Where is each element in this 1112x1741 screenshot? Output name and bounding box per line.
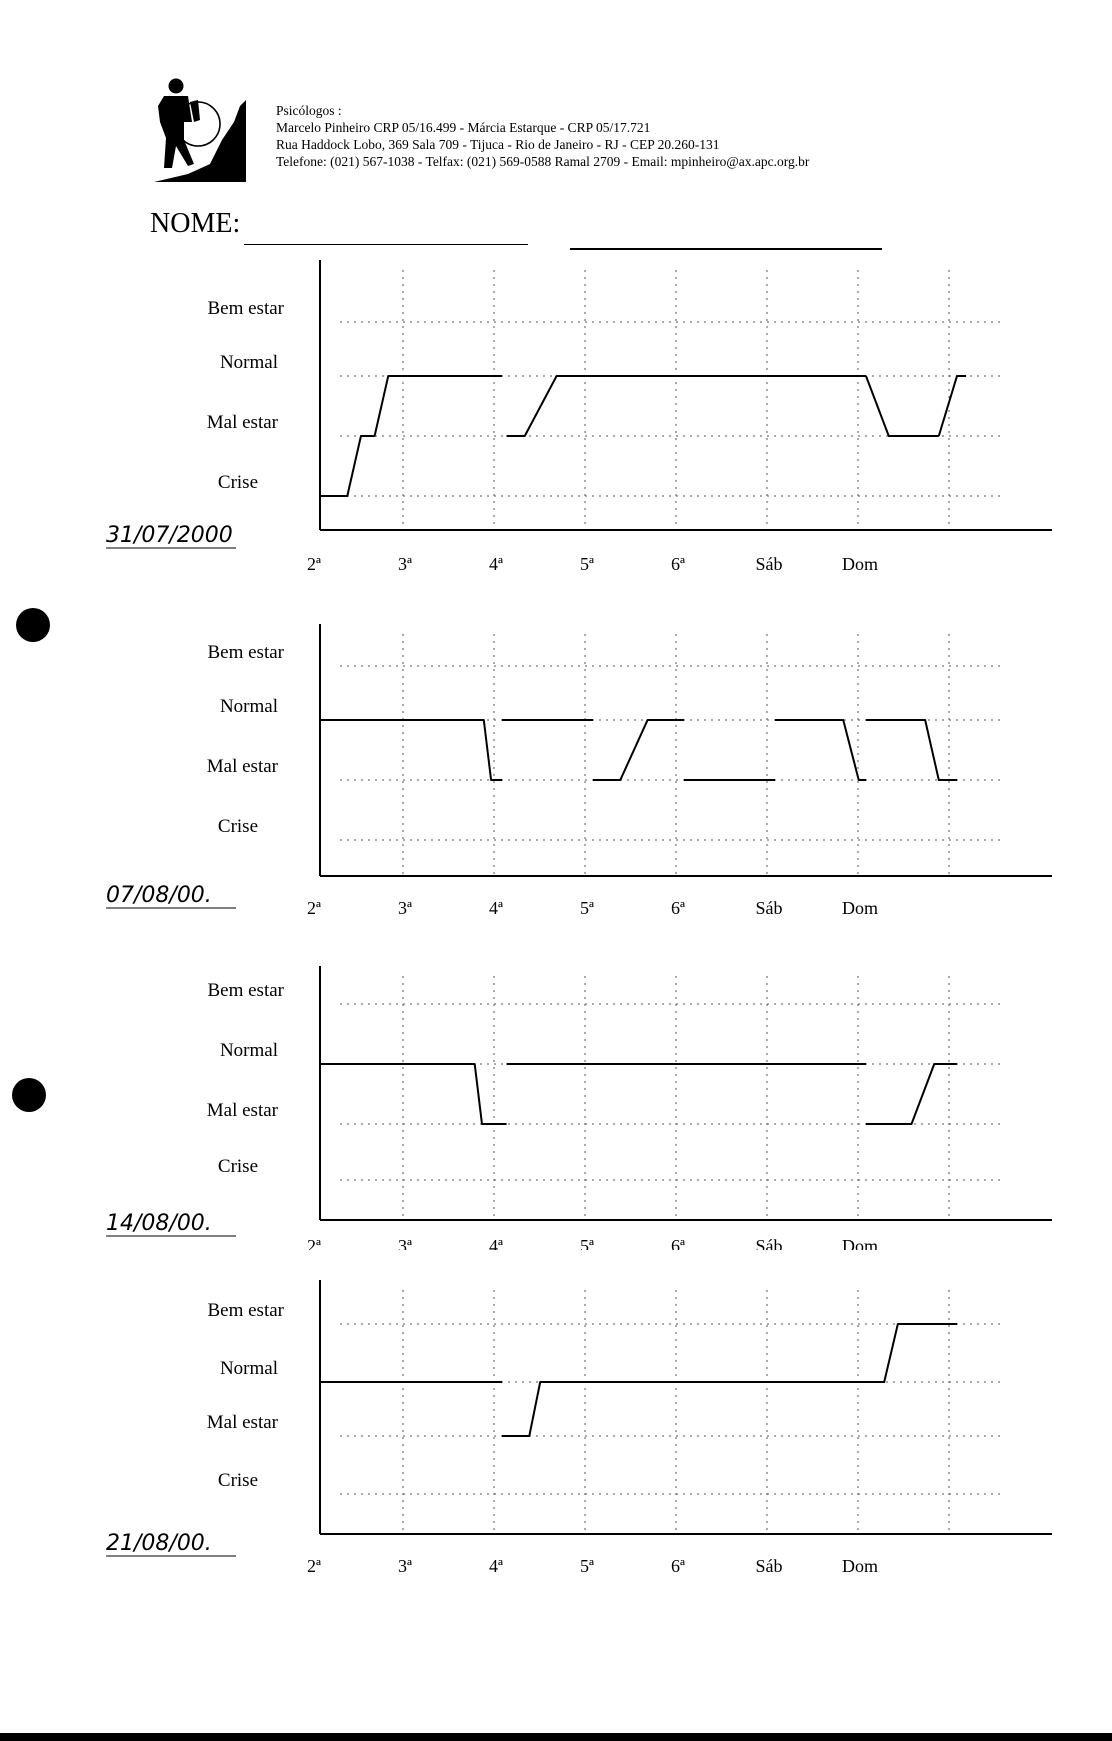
header-line-2: Marcelo Pinheiro CRP 05/16.499 - Márcia … — [276, 120, 651, 135]
y-level-label: Bem estar — [207, 642, 284, 663]
x-day-label: 4ª — [489, 1236, 503, 1250]
x-day-label: 2ª — [307, 1236, 321, 1250]
x-day-label: 5ª — [580, 1556, 594, 1576]
mood-series-segment — [775, 719, 866, 781]
y-level-label: Normal — [220, 1358, 278, 1379]
y-level-label: Bem estar — [207, 298, 284, 319]
chart-date: 21/08/00. — [106, 1531, 212, 1556]
mood-chart-svg: Bem estar Normal Mal estar Crise 2ª 3ª 4ª 5ª 6ª S… — [106, 966, 1052, 1250]
mood-series-segment — [937, 375, 967, 437]
x-day-label: 2ª — [307, 554, 321, 574]
mood-chart-svg: Bem estar Normal Mal estar Crise 2ª 3ª 4ª 5ª 6ª S… — [106, 260, 1052, 574]
mood-chart-week-2: Bem estar Normal Mal estar Crise 2ª 3ª 4ª 5ª 6ª S… — [0, 594, 1112, 924]
mood-chart-week-3: Bem estar Normal Mal estar Crise 2ª 3ª 4ª 5ª 6ª S… — [0, 940, 1112, 1250]
header-line-4: Telefone: (021) 567-1038 - Telfax: (021)… — [276, 154, 810, 169]
mood-series-segment — [865, 375, 939, 437]
header-line-1: Psicólogos : — [276, 103, 342, 118]
x-day-label: 4ª — [489, 898, 503, 918]
x-day-label: 3ª — [398, 1556, 412, 1576]
y-level-label: Crise — [218, 472, 258, 493]
y-level-label: Normal — [220, 352, 278, 373]
scan-edge-bar — [0, 1733, 1112, 1741]
mood-series-segment — [506, 375, 866, 437]
mood-chart-svg: Bem estar Normal Mal estar Crise 2ª 3ª 4ª 5ª 6ª S… — [106, 1280, 1052, 1576]
x-day-label: 4ª — [489, 1556, 503, 1576]
x-day-label: 5ª — [580, 1236, 594, 1250]
x-day-label: 3ª — [398, 554, 412, 574]
nome-field-line-2[interactable] — [570, 248, 882, 250]
x-day-label: 6ª — [671, 898, 685, 918]
x-day-label: 6ª — [671, 1236, 685, 1250]
nome-field-line[interactable] — [244, 244, 528, 245]
mood-chart-svg: Bem estar Normal Mal estar Crise 2ª 3ª 4ª 5ª 6ª S… — [106, 624, 1052, 918]
x-day-label: Sáb — [756, 554, 783, 574]
y-level-label: Mal estar — [207, 1100, 279, 1121]
x-day-label: 2ª — [307, 898, 321, 918]
practice-header: Psicólogos : Marcelo Pinheiro CRP 05/16.… — [276, 102, 809, 170]
mood-series-segment — [320, 375, 502, 497]
nome-label: NOME: — [150, 208, 241, 239]
y-level-label: Bem estar — [207, 1300, 284, 1321]
chart-date: 07/08/00. — [106, 883, 212, 908]
mood-series-segment — [866, 719, 957, 781]
x-day-label: 3ª — [398, 898, 412, 918]
x-day-label: 4ª — [489, 554, 503, 574]
x-day-label: 6ª — [671, 554, 685, 574]
hiker-figure-logo-icon — [154, 78, 246, 182]
y-level-label: Mal estar — [207, 412, 279, 433]
x-day-label: Dom — [842, 898, 878, 918]
x-day-label: Sáb — [756, 1236, 783, 1250]
mood-chart-week-1: Bem estar Normal Mal estar Crise 2ª 3ª 4ª 5ª 6ª S… — [0, 250, 1112, 580]
binder-hole-top — [16, 608, 50, 642]
y-level-label: Crise — [218, 1470, 258, 1491]
x-day-label: Sáb — [756, 898, 783, 918]
x-day-label: Dom — [842, 554, 878, 574]
x-day-label: Sáb — [756, 1556, 783, 1576]
y-level-label: Bem estar — [207, 980, 284, 1001]
y-level-label: Normal — [220, 1040, 278, 1061]
chart-date: 14/08/00. — [106, 1211, 212, 1236]
x-day-label: 5ª — [580, 898, 594, 918]
y-level-label: Crise — [218, 816, 258, 837]
mood-chart-week-4: Bem estar Normal Mal estar Crise 2ª 3ª 4ª 5ª 6ª S… — [0, 1260, 1112, 1580]
mood-series-segment — [502, 1323, 957, 1437]
x-day-label: 5ª — [580, 554, 594, 574]
x-day-label: 3ª — [398, 1236, 412, 1250]
x-day-label: Dom — [842, 1236, 878, 1250]
x-day-label: 2ª — [307, 1556, 321, 1576]
x-day-label: 6ª — [671, 1556, 685, 1576]
y-level-label: Mal estar — [207, 1412, 279, 1433]
mood-series-segment — [593, 719, 684, 781]
y-level-label: Crise — [218, 1156, 258, 1177]
mood-series-segment — [320, 719, 502, 781]
binder-hole-bottom — [12, 1078, 46, 1112]
mood-series-segment — [320, 1063, 507, 1125]
x-day-label: Dom — [842, 1556, 878, 1576]
header-line-3: Rua Haddock Lobo, 369 Sala 709 - Tijuca … — [276, 137, 720, 152]
y-level-label: Mal estar — [207, 756, 279, 777]
chart-date: 31/07/2000 — [106, 523, 233, 548]
mood-series-segment — [866, 1063, 957, 1125]
y-level-label: Normal — [220, 696, 278, 717]
